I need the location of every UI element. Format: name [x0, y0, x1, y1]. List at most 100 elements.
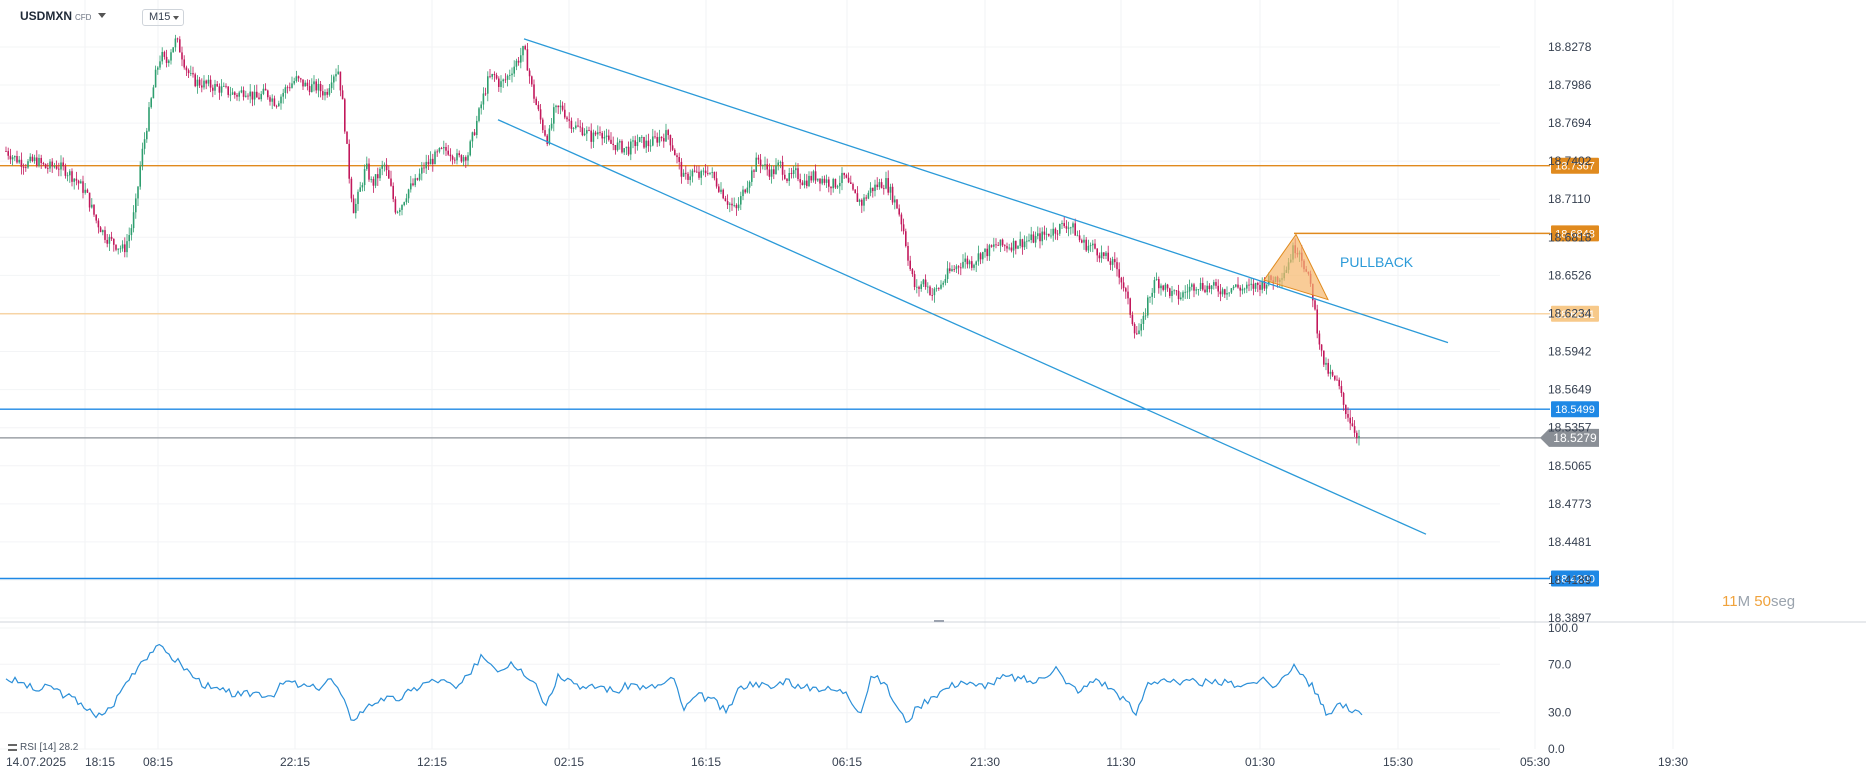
- candle-body: [735, 205, 738, 209]
- candle-body: [674, 149, 676, 156]
- candle-body: [665, 130, 667, 142]
- candle-body: [212, 87, 214, 91]
- candle-body: [634, 140, 636, 147]
- candle-body: [280, 96, 282, 104]
- symbol-dropdown-icon[interactable]: [98, 13, 106, 18]
- symbol-label[interactable]: USDMXN CFD: [20, 9, 91, 23]
- candle-body: [196, 79, 199, 87]
- candle-body: [86, 189, 89, 193]
- candle-body: [1254, 282, 1257, 289]
- candle-body: [234, 92, 236, 95]
- candle-body: [346, 131, 348, 144]
- candle-body: [869, 187, 872, 193]
- candle-body: [1188, 286, 1191, 292]
- candle-body: [770, 169, 773, 177]
- candle-body: [724, 198, 727, 202]
- candle-body: [986, 248, 988, 257]
- y-tick-label: 18.4189: [1548, 573, 1592, 587]
- candle-body: [537, 104, 540, 110]
- candle-body: [1125, 288, 1127, 292]
- candle-body: [337, 71, 339, 75]
- candle-body: [1210, 285, 1213, 290]
- candle-body: [797, 168, 799, 180]
- rsi-line: [5, 643, 1363, 724]
- candle-body: [1008, 247, 1010, 249]
- candle-body: [715, 178, 718, 187]
- candle-body: [394, 199, 397, 213]
- indicator-settings-icon[interactable]: [8, 743, 17, 751]
- candle-body: [962, 261, 964, 268]
- candle-body: [878, 182, 881, 188]
- candle-body: [1034, 236, 1037, 243]
- candle-body: [295, 76, 298, 82]
- candle-body: [293, 81, 295, 84]
- candle-body: [1010, 247, 1013, 251]
- candle-body: [814, 171, 817, 181]
- candle-body: [262, 88, 265, 94]
- candle-body: [493, 73, 496, 76]
- candle-body: [1208, 285, 1211, 290]
- price-level-tag: [1551, 305, 1599, 322]
- candle-body: [902, 224, 905, 232]
- candle-body: [1065, 226, 1068, 229]
- candle-body: [1149, 296, 1151, 298]
- candle-body: [863, 197, 865, 206]
- candle-body: [533, 84, 535, 99]
- candle-body: [229, 94, 232, 96]
- candle-body: [1327, 362, 1329, 374]
- candle-body: [775, 165, 777, 175]
- candle-body: [1316, 309, 1318, 334]
- candle-body: [119, 248, 122, 250]
- candle-body: [1030, 234, 1032, 241]
- candle-body: [773, 169, 775, 175]
- candle-body: [889, 186, 892, 193]
- x-tick-label: 21:30: [970, 755, 1000, 769]
- candle-body: [612, 143, 614, 146]
- candle-body: [894, 199, 896, 203]
- candle-body: [18, 159, 20, 163]
- candle-body: [192, 73, 194, 75]
- candle-body: [1144, 315, 1147, 317]
- candle-body: [999, 239, 1002, 246]
- candle-body: [1246, 284, 1248, 289]
- candle-body: [641, 136, 643, 138]
- candle-body: [1136, 333, 1138, 335]
- candle-body: [25, 167, 27, 169]
- candle-body: [1147, 297, 1149, 316]
- candle-body: [412, 183, 414, 186]
- candle-body: [971, 261, 973, 268]
- candle-body: [159, 61, 161, 68]
- candle-body: [1340, 386, 1343, 394]
- candle-body: [1103, 252, 1105, 256]
- candle-body: [487, 76, 489, 94]
- candle-body: [916, 286, 918, 288]
- candle-body: [693, 170, 696, 172]
- candle-body: [924, 279, 927, 287]
- price-level-label: 18.6231: [1555, 309, 1595, 321]
- candle-body: [113, 238, 115, 245]
- candle-body: [942, 282, 944, 285]
- candle-countdown: 11M 50seg: [1722, 593, 1795, 610]
- candle-body: [36, 157, 38, 166]
- candle-body: [1351, 423, 1354, 427]
- candle-body: [1345, 404, 1347, 415]
- candle-body: [687, 173, 689, 180]
- candle-body: [828, 179, 830, 187]
- candle-body: [368, 163, 370, 180]
- candle-body: [762, 165, 764, 167]
- candle-body: [1087, 245, 1090, 251]
- price-level-tag: [1551, 157, 1599, 174]
- x-tick-label: 18:15: [85, 755, 115, 769]
- candle-body: [491, 73, 493, 77]
- candle-body: [1045, 233, 1048, 235]
- candle-body: [69, 171, 71, 176]
- candle-body: [1221, 289, 1224, 295]
- candle-body: [396, 211, 399, 213]
- candle-body: [502, 79, 504, 82]
- timeframe-selector[interactable]: M15: [142, 9, 184, 26]
- candle-body: [291, 83, 293, 88]
- rsi-legend[interactable]: RSI [14] 28.2: [8, 742, 78, 753]
- candle-body: [110, 236, 113, 239]
